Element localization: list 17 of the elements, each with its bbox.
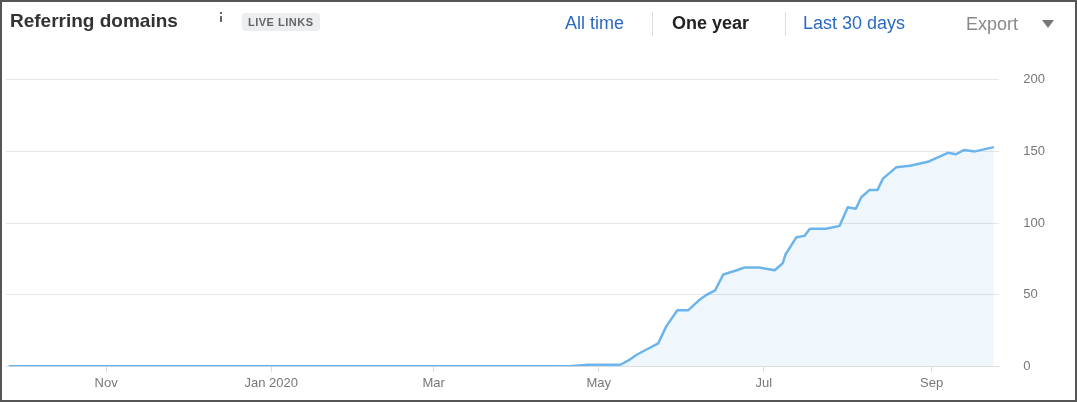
x-tick-label: Jul: [755, 374, 773, 390]
x-tick-label: Sep: [920, 374, 944, 390]
text: LIVE LINKS: [242, 13, 320, 31]
text: Export: [966, 14, 1019, 35]
y-tick-label: 150: [1023, 142, 1046, 158]
y-tick-label: 200: [1023, 71, 1046, 87]
x-tick-label: Mar: [422, 374, 446, 390]
x-tick-label: Nov: [94, 374, 119, 390]
x-tick-label: May: [586, 374, 612, 390]
text: One year: [672, 13, 750, 34]
y-tick-label: 50: [1023, 286, 1038, 302]
y-tick-label: 0: [1023, 357, 1031, 373]
text: All time: [565, 13, 625, 34]
text: Last 30 days: [803, 13, 906, 34]
y-tick-label: 100: [1023, 214, 1046, 230]
x-tick-label: Jan 2020: [244, 374, 298, 390]
chart-title: Referring domains: [10, 10, 178, 32]
